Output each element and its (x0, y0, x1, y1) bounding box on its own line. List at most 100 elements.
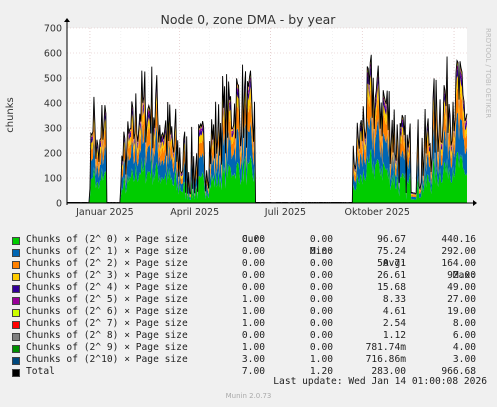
legend-avg: 4.61 (382, 306, 406, 317)
y-axis-label: chunks (5, 97, 16, 133)
legend-max: 440.16 (441, 234, 476, 245)
legend-swatch (12, 273, 20, 281)
legend-cur: 7.00 (241, 366, 265, 377)
legend-avg: 1.12 (382, 330, 406, 341)
legend-avg: 50.71 (377, 258, 406, 269)
legend-avg: 781.74m (365, 342, 406, 353)
y-tick-label: 500 (44, 74, 62, 85)
legend-name: Chunks of (2^ 1) × Page size (26, 246, 188, 257)
y-tick-label: 300 (44, 124, 62, 135)
legend-min: 1.00 (309, 354, 333, 365)
legend-min: 1.20 (309, 366, 333, 377)
series-area-1 (67, 112, 467, 203)
legend-swatch (12, 285, 20, 293)
legend-max: 49.00 (447, 282, 476, 293)
legend-cur: 1.00 (241, 306, 265, 317)
legend-header-cur: Cur: (241, 234, 265, 245)
legend-name: Chunks of (2^ 4) × Page size (26, 282, 188, 293)
legend-min: 0.00 (309, 342, 333, 353)
legend-min: 0.00 (309, 306, 333, 317)
y-tick-label: 600 (44, 49, 62, 60)
legend-swatch (12, 237, 20, 245)
legend-avg: 26.61 (377, 270, 406, 281)
legend-header: Cur: Min: Avg: Max: (12, 222, 487, 281)
legend-max: 8.00 (452, 318, 476, 329)
y-tick-label: 100 (44, 174, 62, 185)
legend-header-avg: Avg: (382, 258, 406, 269)
y-tick-label: 700 (44, 24, 62, 35)
legend: Cur: Min: Avg: Max: Chunks of (2^ 0) × P… (12, 222, 487, 378)
legend-min: 0.00 (309, 294, 333, 305)
legend-max: 92.00 (447, 270, 476, 281)
legend-avg: 2.54 (382, 318, 406, 329)
legend-row: Chunks of (2^ 9) × Page size 1.00 0.00 781.… (12, 342, 487, 354)
legend-row: Chunks of (2^ 1) × Page size 0.00 0.00 75.2… (12, 246, 487, 258)
legend-row: Chunks of (2^ 2) × Page size 0.00 0.00 50.7… (12, 258, 487, 270)
legend-avg: 283.00 (371, 366, 406, 377)
legend-row: Chunks of (2^ 6) × Page size 1.00 0.00 4.61… (12, 306, 487, 318)
stacked-areas (66, 54, 468, 204)
legend-name: Total (26, 366, 55, 377)
series-area-2 (67, 86, 467, 203)
legend-swatch (12, 309, 20, 317)
legend-swatch (12, 321, 20, 329)
legend-min: 0.00 (309, 258, 333, 269)
legend-cur: 0.00 (241, 234, 265, 245)
legend-cur: 0.00 (241, 246, 265, 257)
series-total-line (66, 54, 468, 204)
legend-name: Chunks of (2^10) × Page size (26, 354, 188, 365)
legend-avg: 8.33 (382, 294, 406, 305)
legend-min: 0.00 (309, 282, 333, 293)
legend-cur: 0.00 (241, 258, 265, 269)
y-tick-label: 0 (56, 199, 62, 210)
chart-title: Node 0, zone DMA - by year (161, 12, 337, 27)
legend-name: Chunks of (2^ 7) × Page size (26, 318, 188, 329)
legend-row: Chunks of (2^ 8) × Page size 0.00 0.00 1.12… (12, 330, 487, 342)
legend-row: Chunks of (2^ 0) × Page size 0.00 0.00 96.6… (12, 234, 487, 246)
legend-name: Chunks of (2^ 0) × Page size (26, 234, 188, 245)
x-tick-label: April 2025 (170, 207, 219, 218)
legend-cur: 1.00 (241, 294, 265, 305)
legend-row: Chunks of (2^ 3) × Page size 0.00 0.00 26.6… (12, 270, 487, 282)
legend-row: Total 7.00 1.20 283.00 966.68 (12, 366, 487, 378)
legend-row: Chunks of (2^10) × Page size 3.00 1.00 716.… (12, 354, 487, 366)
legend-name: Chunks of (2^ 3) × Page size (26, 270, 188, 281)
legend-row: Chunks of (2^ 4) × Page size 0.00 0.00 15.6… (12, 282, 487, 294)
legend-name: Chunks of (2^ 5) × Page size (26, 294, 188, 305)
x-axis-arrow (473, 200, 477, 206)
legend-min: 0.00 (309, 234, 333, 245)
legend-header-max: Max: (452, 270, 476, 281)
legend-swatch (12, 297, 20, 305)
axes (64, 18, 477, 206)
legend-cur: 0.00 (241, 282, 265, 293)
legend-swatch (12, 249, 20, 257)
legend-name: Chunks of (2^ 9) × Page size (26, 342, 188, 353)
legend-max: 4.00 (452, 342, 476, 353)
y-tick-label: 400 (44, 99, 62, 110)
legend-max: 19.00 (447, 306, 476, 317)
x-tick-labels: Januar 2025 April 2025 Juli 2025 Oktober 20… (75, 207, 410, 218)
legend-cur: 0.00 (241, 270, 265, 281)
legend-cur: 0.00 (241, 330, 265, 341)
y-axis-arrow (64, 18, 70, 22)
x-tick-label: Juli 2025 (264, 207, 306, 218)
last-update: Last update: Wed Jan 14 01:00:08 2026 (273, 376, 487, 387)
legend-max: 966.68 (441, 366, 476, 377)
legend-name: Chunks of (2^ 6) × Page size (26, 306, 188, 317)
legend-swatch (12, 261, 20, 269)
legend-swatch (12, 369, 20, 377)
legend-header-min: Min: (309, 246, 333, 257)
legend-max: 27.00 (447, 294, 476, 305)
legend-name: Chunks of (2^ 8) × Page size (26, 330, 188, 341)
munin-version: Munin 2.0.73 (225, 392, 272, 400)
legend-min: 0.00 (309, 330, 333, 341)
y-tick-label: 200 (44, 149, 62, 160)
legend-row: Chunks of (2^ 5) × Page size 1.00 0.00 8.33… (12, 294, 487, 306)
legend-max: 164.00 (441, 258, 476, 269)
legend-avg: 15.68 (377, 282, 406, 293)
y-tick-labels: 0 100 200 300 400 500 600 700 (44, 24, 62, 210)
series-area-0 (67, 149, 467, 203)
legend-name: Chunks of (2^ 2) × Page size (26, 258, 188, 269)
legend-swatch (12, 333, 20, 341)
